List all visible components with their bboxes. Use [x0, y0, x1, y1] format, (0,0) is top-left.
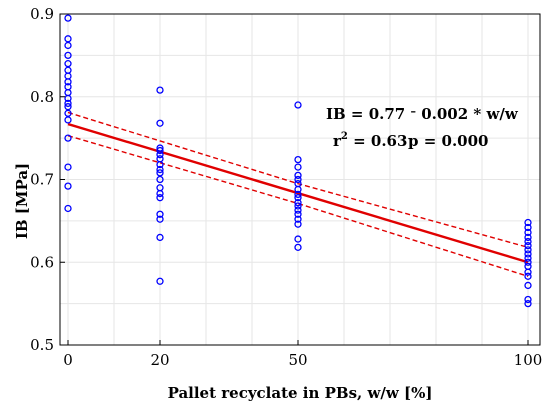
x-tick-label: 100 [514, 351, 543, 369]
fit-statistics: r2 = 0.63p = 0.000 [333, 131, 488, 150]
data-point [294, 202, 302, 210]
data-point [524, 250, 532, 258]
r-squared-symbol: r [333, 132, 342, 150]
data-point [64, 99, 72, 108]
data-point [156, 146, 164, 155]
confidence-band-line [67, 134, 529, 277]
data-point [156, 194, 164, 202]
data-point [156, 165, 164, 174]
data-point [156, 215, 164, 223]
data-point [294, 155, 302, 164]
data-point [524, 281, 532, 290]
data-point [294, 190, 302, 199]
regression-line [67, 122, 529, 264]
data-point [294, 235, 302, 243]
x-axis-label: Pallet recyclate in PBs, w/w [%] [168, 384, 433, 402]
data-point [156, 277, 164, 285]
data-point [524, 258, 532, 266]
y-tick-label: 0.8 [30, 88, 54, 106]
fit-equation: IB = 0.77 – 0.002 * w/w [326, 105, 519, 123]
data-point [294, 101, 302, 109]
data-point [294, 175, 302, 184]
p-value: p = 0.000 [408, 132, 488, 150]
data-point [64, 94, 72, 103]
data-point [294, 210, 302, 218]
data-point [156, 233, 164, 242]
data-point [524, 242, 532, 250]
data-point [64, 78, 72, 86]
r-squared-superscript: 2 [341, 131, 348, 142]
y-axis-label: IB [MPa] [13, 163, 31, 239]
data-point [294, 199, 302, 207]
data-point [294, 194, 302, 202]
data-point [294, 206, 302, 214]
x-tick-label: 0 [63, 351, 73, 369]
data-point [64, 51, 72, 60]
data-point [294, 243, 302, 252]
data-point [156, 119, 164, 127]
data-point [294, 185, 302, 194]
data-point [156, 189, 164, 198]
fit-equation-rhs: 0.002 * w/w [416, 105, 519, 123]
x-tick-label: 50 [288, 351, 307, 369]
r-squared-value: = 0.63 [348, 132, 408, 150]
fit-equation-minus: – [410, 105, 416, 118]
data-point [64, 116, 72, 124]
fit-equation-lhs: IB = 0.77 [326, 105, 410, 123]
data-point [294, 215, 302, 223]
data-point [156, 175, 164, 184]
data-points [64, 14, 532, 308]
data-point [64, 14, 72, 22]
y-tick-label: 0.9 [30, 5, 54, 23]
fit-lines [67, 111, 529, 277]
data-point [64, 134, 72, 142]
data-point [524, 246, 532, 254]
data-point [294, 163, 302, 171]
data-point [156, 160, 164, 169]
grid [60, 13, 540, 346]
x-axis-ticks: 0 20 50 100 [63, 340, 542, 369]
data-point [64, 204, 72, 213]
data-point [64, 182, 72, 190]
confidence-band-line [67, 111, 529, 249]
data-point [524, 272, 532, 280]
data-point [524, 254, 532, 262]
data-point [156, 86, 164, 94]
data-point [524, 233, 532, 242]
y-axis-ticks: 0.5 0.6 0.7 0.8 0.9 [30, 5, 65, 354]
data-point [294, 171, 302, 180]
data-point [156, 210, 164, 218]
data-point [524, 299, 532, 308]
y-tick-label: 0.5 [30, 336, 54, 354]
data-point [524, 223, 532, 232]
data-point [524, 268, 532, 276]
data-point [524, 228, 532, 237]
data-point [64, 163, 72, 171]
y-tick-label: 0.7 [30, 171, 54, 189]
y-tick-label: 0.6 [30, 253, 54, 271]
data-point [64, 41, 72, 50]
data-point [156, 151, 164, 159]
data-point [294, 220, 302, 228]
data-point [524, 237, 532, 246]
x-tick-label: 20 [150, 351, 169, 369]
data-point [524, 295, 532, 304]
data-point [524, 218, 532, 227]
